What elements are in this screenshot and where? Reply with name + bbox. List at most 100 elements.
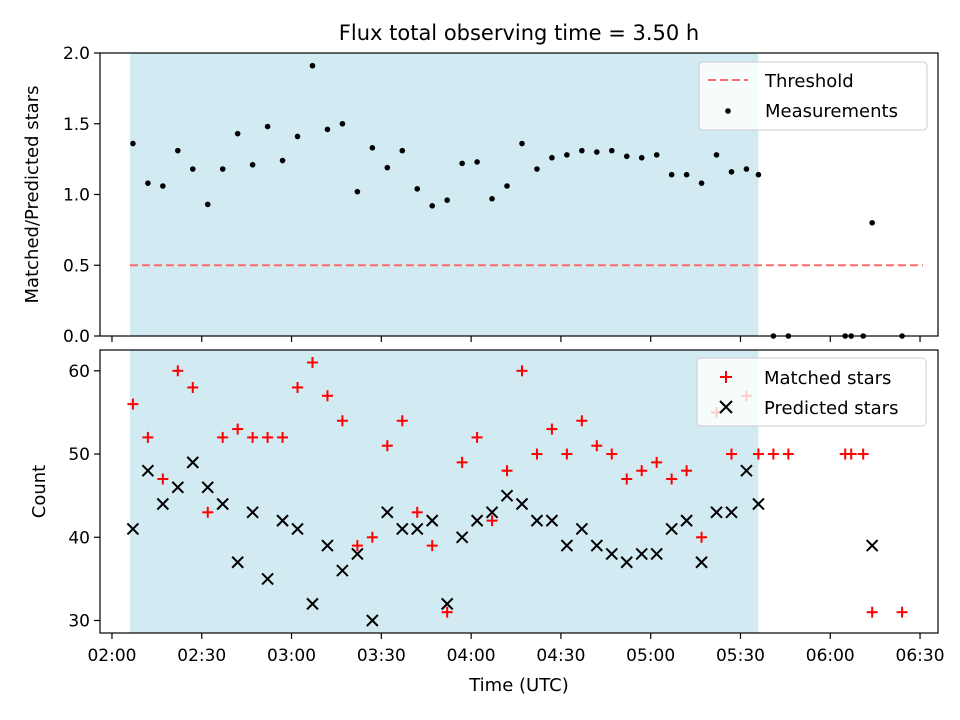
matched-legend-label: Matched stars [764, 368, 891, 389]
predicted-star-point [261, 572, 274, 586]
measurement-point [399, 147, 406, 154]
predicted-star-point [560, 539, 574, 552]
predicted-star-point [126, 522, 140, 536]
matched-star-point [306, 356, 318, 368]
x-tick-label: 02:30 [177, 646, 226, 666]
matched-star-point [486, 515, 498, 527]
measurement-point [175, 147, 181, 154]
matched-star-point [441, 606, 453, 618]
bottom-observing-window [129, 350, 759, 633]
matched-star-point [621, 473, 633, 485]
x-tick-label: 06:00 [806, 646, 855, 666]
matched-star-point [696, 531, 708, 543]
matched-star-point [351, 540, 363, 552]
predicted-legend-swatch [719, 400, 733, 414]
measurement-point [234, 130, 241, 137]
matched-star-point [277, 431, 289, 443]
matched-star-point [782, 448, 794, 460]
matched-star-point [321, 390, 333, 402]
predicted-star-point [665, 522, 678, 536]
measurement-point [504, 183, 510, 189]
measurement-point [534, 166, 540, 172]
predicted-star-point [141, 464, 155, 477]
matched-star-point [411, 506, 423, 518]
predicted-star-point [411, 522, 424, 536]
measurement-point [743, 166, 750, 172]
measurement-point [489, 195, 495, 202]
predicted-star-point [470, 514, 484, 527]
top-x-tick-marks [111, 336, 921, 342]
matched-star-point [866, 606, 878, 618]
matched-star-point [501, 465, 513, 477]
predicted-star-point [650, 547, 663, 561]
matched-star-point [262, 431, 274, 443]
measurement-point [145, 180, 151, 186]
measurement-point [279, 157, 286, 164]
measurement-point [549, 154, 555, 161]
predicted-star-point [605, 547, 618, 561]
top-y-tick-label: 0.0 [63, 327, 90, 347]
measurement-point [130, 140, 136, 147]
predicted-star-point [865, 539, 879, 552]
measurement-point [755, 171, 762, 178]
matched-star-point [576, 415, 588, 427]
matched-star-point [561, 448, 573, 460]
predicted-star-point [201, 481, 214, 494]
matched-star-point [845, 448, 857, 460]
predicted-star-point [710, 506, 723, 519]
predicted-star-point [740, 464, 753, 477]
measurement-point [594, 149, 600, 155]
predicted-star-point [366, 614, 379, 627]
predicted-star-point [426, 514, 439, 527]
measurement-point [713, 152, 720, 158]
predicted-star-point [515, 497, 529, 511]
matched-star-point [247, 431, 259, 443]
measurement-point [354, 188, 361, 195]
top-y-tick-label: 1.0 [63, 186, 90, 206]
x-tick-label: 03:30 [357, 646, 406, 666]
measurement-point [414, 186, 421, 192]
measurements-legend-label: Measurements [765, 101, 898, 122]
top-y-tick-label: 2.0 [63, 44, 90, 64]
measurement-point [204, 201, 211, 208]
matched-star-point [636, 465, 648, 477]
matched-star-point [767, 448, 779, 460]
bottom-panel-frame [99, 349, 939, 634]
measurement-point [728, 169, 735, 175]
predicted-legend-label: Predicted stars [764, 398, 898, 419]
bottom-y-axis-label: Count [29, 465, 50, 518]
bottom-y-tick-label: 30 [68, 612, 90, 632]
measurement-point [324, 126, 331, 133]
matched-star-point [217, 431, 229, 443]
predicted-star-point [186, 456, 199, 469]
matched-star-point [666, 473, 678, 485]
predicted-star-point [156, 497, 170, 511]
top-y-axis-label: Matched/Predicted stars [22, 86, 43, 304]
predicted-star-point [545, 514, 559, 527]
measurement-point [519, 140, 525, 147]
predicted-star-point [620, 556, 633, 569]
top-legend-box [698, 61, 928, 131]
matched-stars-points [127, 356, 908, 618]
measurement-point [160, 183, 166, 189]
predicted-star-point [455, 531, 469, 544]
x-axis-label: Time (UTC) [468, 675, 569, 696]
predicted-star-point [725, 506, 738, 519]
measurement-point [683, 171, 690, 178]
predicted-stars-points [126, 456, 879, 627]
predicted-star-point [752, 497, 765, 511]
top-observing-window-layer [129, 53, 759, 336]
matched-star-point [516, 365, 528, 377]
bottom-x-axis: 02:00 02:30 03:00 03:30 04:00 04:30 05:00 05:30… [87, 633, 945, 666]
measurement-point [309, 62, 316, 69]
measurement-point [564, 152, 570, 158]
matched-star-point [366, 531, 378, 543]
x-tick-label: 05:00 [626, 646, 675, 666]
top-y-tick-label: 0.5 [63, 256, 90, 276]
predicted-star-point [396, 522, 409, 536]
matched-star-point [336, 415, 348, 427]
x-tick-label: 06:30 [896, 646, 945, 666]
measurement-point [653, 152, 660, 158]
measurement-point [623, 153, 630, 160]
